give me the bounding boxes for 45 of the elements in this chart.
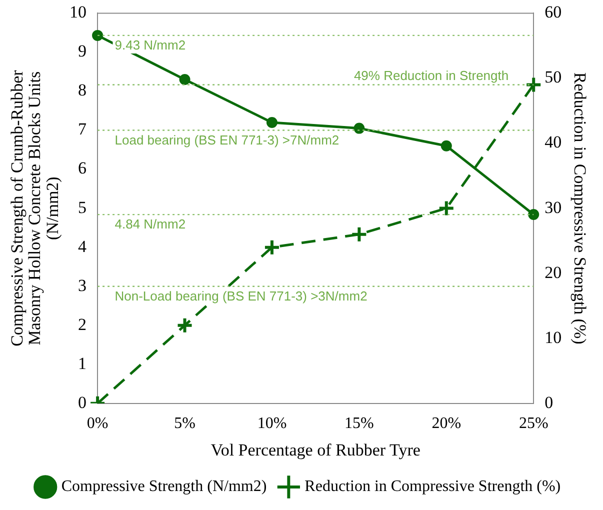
- y-tick-label: 2: [78, 314, 87, 334]
- y2-tick-label: 40: [544, 132, 562, 152]
- point: [525, 76, 542, 94]
- y-tick-label: 0: [78, 392, 87, 412]
- y-tick-label: 5: [78, 198, 87, 217]
- point: [438, 200, 455, 217]
- point: [179, 74, 190, 86]
- ref-line-label: 4.84 N/mm2: [114, 216, 186, 232]
- point: [266, 116, 278, 128]
- point: [92, 30, 104, 41]
- point: [440, 140, 452, 152]
- x-tick-label: 15%: [344, 415, 374, 432]
- ref-line-label: 49% Reduction in Strength: [354, 68, 509, 83]
- y-tick-label: 6: [78, 158, 87, 178]
- legend-label: Reduction in Compressive Strength (%): [304, 478, 561, 496]
- ref-line-label: Load bearing (BS EN 771-3) >7N/mm2: [114, 132, 340, 148]
- y-axis-title: Compressive Strength of Crumb-Rubber Masonry Hollow Concrete Blocks Units (N/mm2): [7, 70, 62, 346]
- point: [350, 226, 368, 243]
- legend-label: Compressive Strength (N/mm2): [61, 478, 267, 496]
- y-tick-label: 9: [78, 42, 87, 61]
- y-tick-label: 7: [78, 120, 88, 139]
- y-tick-label: 4: [78, 236, 88, 256]
- y2-tick-label: 20: [544, 262, 562, 282]
- y-tick-label: 1: [78, 354, 87, 373]
- ref-line-label: Non-Load bearing (BS EN 771-3) >3N/mm2: [114, 288, 368, 304]
- y-tick-label: 10: [70, 2, 87, 22]
- y2-tick-label: 50: [544, 68, 562, 87]
- y2-tick-label: 0: [544, 392, 554, 412]
- y2-axis-title: Reduction in Compressive Strength (%): [570, 72, 590, 344]
- x-tick-label: 0%: [86, 415, 108, 432]
- y-tick-label: 8: [78, 80, 87, 100]
- y2-tick-label: 30: [544, 198, 562, 217]
- point: [176, 316, 194, 334]
- y2-tick-label: 10: [544, 328, 562, 347]
- y2-tick-label: 60: [544, 2, 562, 22]
- x-tick-label: 10%: [257, 415, 287, 432]
- point: [528, 209, 540, 220]
- x-tick-label: 20%: [432, 415, 462, 432]
- x-tick-label: 5%: [174, 415, 196, 432]
- point: [354, 122, 365, 134]
- x-axis-title: Vol Percentage of Rubber Tyre: [210, 440, 420, 460]
- x-tick-label: 25%: [518, 415, 548, 432]
- y-tick-label: 3: [78, 276, 87, 295]
- ref-line-label: 9.43 N/mm2: [114, 38, 186, 53]
- point: [263, 238, 280, 256]
